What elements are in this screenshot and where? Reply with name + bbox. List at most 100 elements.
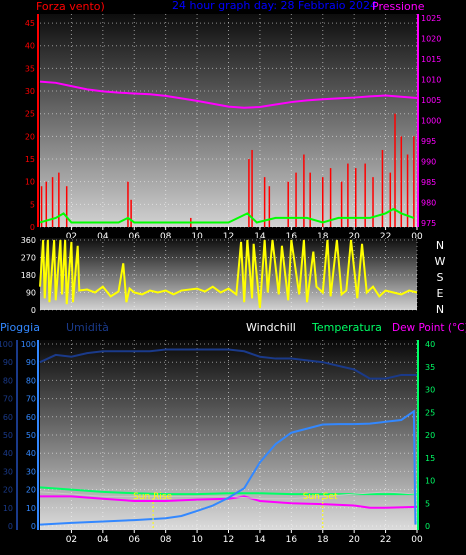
y-humidity-tick-label: 50 xyxy=(3,431,13,440)
y-tick-label: 360 xyxy=(21,236,36,245)
y-humidity-tick-label: 70 xyxy=(3,395,13,404)
y-tick-label: 270 xyxy=(21,253,36,262)
y-rain-tick-label: 60 xyxy=(26,413,36,422)
y-rain-tick-label: 10 xyxy=(26,504,36,513)
wind-direction-grid xyxy=(40,238,418,311)
y-rain-tick-label: 70 xyxy=(26,395,36,404)
x-tick-label: 18 xyxy=(317,535,329,545)
y-humidity-tick-label: 0 xyxy=(8,522,13,531)
y-right-tick-label: 980 xyxy=(421,198,436,207)
wind-average-line xyxy=(39,207,415,224)
chart-date-title: 24 hour graph day: 28 Febbraio 2024 xyxy=(172,0,377,12)
y-humidity-tick-label: 100 xyxy=(0,340,13,349)
x-tick-label: 14 xyxy=(254,232,266,242)
y-temperature-tick-label: 5 xyxy=(425,499,430,508)
legend-temperature: Temperatura xyxy=(311,321,382,334)
y-temperature-tick-label: 25 xyxy=(425,408,435,417)
x-tick-label: 16 xyxy=(286,535,298,545)
y-right-tick-label: 995 xyxy=(421,137,436,146)
y-rain-tick-label: 80 xyxy=(26,376,36,385)
y-left-tick-label: 30 xyxy=(25,87,35,96)
x-tick-label: 00 xyxy=(411,535,423,545)
x-tick-label: 10 xyxy=(191,535,203,545)
y-rain-tick-label: 90 xyxy=(26,358,36,367)
compass-label: E xyxy=(437,287,444,300)
y-right-tick-label: 1005 xyxy=(421,96,441,105)
y-right-tick-label: 1010 xyxy=(421,76,441,85)
y-humidity-tick-label: 90 xyxy=(3,358,13,367)
y-temperature-tick-label: 35 xyxy=(425,363,435,372)
y-rain-tick-label: 100 xyxy=(21,340,36,349)
y-left-tick-label: 45 xyxy=(25,19,35,28)
wind-panel-series xyxy=(39,80,418,227)
wind-direction-line xyxy=(39,239,418,309)
x-tick-label: 20 xyxy=(348,535,360,545)
compass-label: S xyxy=(437,271,444,284)
y-left-tick-label: 15 xyxy=(25,155,35,164)
y-rain-tick-label: 0 xyxy=(31,522,36,531)
y-rain-tick-label: 30 xyxy=(26,467,36,476)
y-left-tick-label: 35 xyxy=(25,64,35,73)
dew-point-line xyxy=(40,495,418,509)
y-humidity-tick-label: 40 xyxy=(3,449,13,458)
y-tick-label: 90 xyxy=(26,288,36,297)
x-tick-label: 00 xyxy=(411,232,423,242)
y-temperature-tick-label: 30 xyxy=(425,386,435,395)
y-temperature-tick-label: 40 xyxy=(425,340,435,349)
x-tick-label: 10 xyxy=(191,232,203,242)
y-left-tick-label: 25 xyxy=(25,110,35,119)
x-tick-label: 18 xyxy=(317,232,329,242)
compass-label: N xyxy=(436,303,444,316)
legend-dew-point: Dew Point (°C) xyxy=(392,322,466,334)
humidity-line xyxy=(39,348,417,380)
y-temperature-tick-label: 15 xyxy=(425,454,435,463)
y-left-tick-label: 10 xyxy=(25,178,35,187)
temperature-panel-series xyxy=(39,348,418,530)
legend-windchill: Windchill xyxy=(246,321,296,334)
compass-label: W xyxy=(435,255,446,268)
pressure-line xyxy=(39,80,418,109)
y-tick-label: 0 xyxy=(31,306,36,315)
sunrise-label: Sun Rise xyxy=(133,492,172,502)
wind-panel-title: Forza vento) xyxy=(36,0,105,13)
y-humidity-tick-label: 60 xyxy=(3,413,13,422)
windchill-line xyxy=(39,491,418,500)
rain-line xyxy=(39,409,417,526)
y-left-tick-label: 20 xyxy=(25,132,35,141)
y-temperature-tick-label: 10 xyxy=(425,477,435,486)
x-tick-label: 02 xyxy=(66,535,77,545)
wind-panel-background xyxy=(40,14,417,227)
y-left-tick-label: 0 xyxy=(30,223,35,232)
wind-panel-axes: 02 04 06 08 10 12 14 16 18 20 22 000510152025303540… xyxy=(25,14,441,242)
legend-humidity: Umidità xyxy=(66,321,109,334)
sunset-label: Sun Set xyxy=(303,492,338,502)
y-right-tick-label: 1015 xyxy=(421,55,441,64)
y-humidity-tick-label: 30 xyxy=(3,467,13,476)
y-humidity-tick-label: 10 xyxy=(3,504,13,513)
wind-direction-series xyxy=(39,239,418,309)
legend-rain: Pioggia xyxy=(0,321,40,334)
x-tick-label: 20 xyxy=(348,232,360,242)
y-tick-label: 180 xyxy=(21,271,36,280)
x-tick-label: 14 xyxy=(254,535,266,545)
y-humidity-tick-label: 20 xyxy=(3,486,13,495)
x-tick-label: 12 xyxy=(223,535,234,545)
compass-label: N xyxy=(436,239,444,252)
y-humidity-tick-label: 80 xyxy=(3,376,13,385)
x-tick-label: 06 xyxy=(129,535,141,545)
y-left-tick-label: 40 xyxy=(25,42,35,51)
x-tick-label: 08 xyxy=(160,232,172,242)
y-right-tick-label: 1025 xyxy=(421,14,441,23)
x-tick-label: 06 xyxy=(129,232,141,242)
x-tick-label: 16 xyxy=(286,232,298,242)
y-temperature-tick-label: 0 xyxy=(425,522,430,531)
y-right-tick-label: 985 xyxy=(421,178,436,187)
wind-direction-axes: 0 90 180 270 360 xyxy=(21,236,36,315)
x-tick-label: 02 xyxy=(66,232,77,242)
x-tick-label: 12 xyxy=(223,232,234,242)
x-tick-label: 22 xyxy=(380,535,391,545)
y-right-tick-label: 975 xyxy=(421,219,436,228)
y-left-tick-label: 5 xyxy=(30,200,35,209)
